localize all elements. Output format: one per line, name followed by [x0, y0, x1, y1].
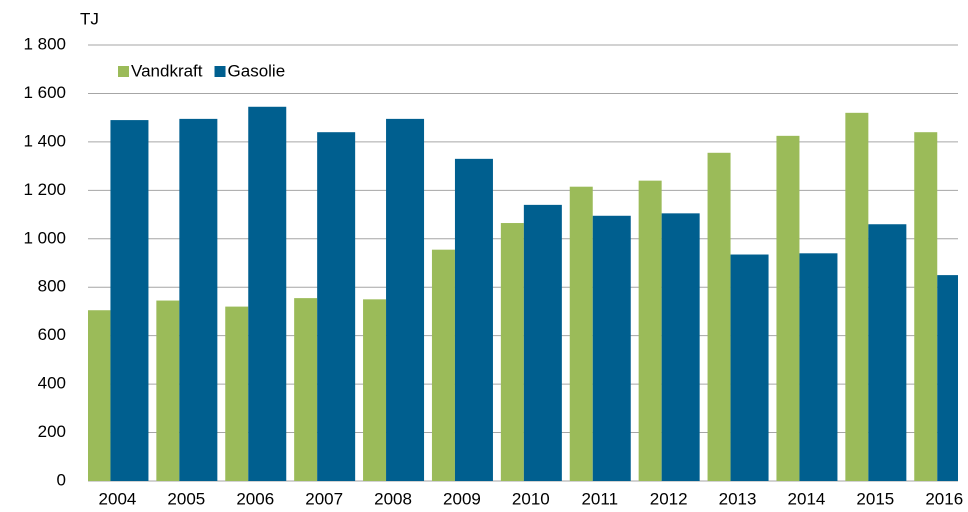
- bar: [500, 223, 524, 482]
- bar: [661, 213, 700, 481]
- labels: 0 200 400 600 800 1 000 1 200 1 400 1 600 1 800 20…: [23, 34, 963, 508]
- y-tick-label: 600: [38, 325, 66, 344]
- y-tick-label: 1 400: [23, 131, 66, 150]
- y-tick-label: 1 200: [23, 180, 66, 199]
- bar: [179, 118, 218, 481]
- x-tick-label: 2007: [305, 489, 343, 508]
- bar: [156, 300, 180, 481]
- x-tick-label: 2004: [99, 489, 137, 508]
- x-tick-label: 2015: [856, 489, 894, 508]
- bar: [88, 310, 111, 481]
- bar: [776, 135, 800, 482]
- y-tick-label: 1 600: [23, 83, 66, 102]
- x-tick-label: 2014: [788, 489, 826, 508]
- y-tick-label: 800: [38, 277, 66, 296]
- bar: [845, 112, 869, 482]
- legend-label: Vandkraft: [131, 61, 203, 80]
- legend-swatch: [118, 66, 129, 77]
- bar: [914, 132, 938, 481]
- x-tick-label: 2006: [236, 489, 274, 508]
- y-tick-label: 1 800: [23, 34, 66, 53]
- bar: [317, 132, 356, 481]
- legend-label: Gasolie: [228, 61, 286, 80]
- x-tick-label: 2005: [167, 489, 205, 508]
- x-tick-label: 2011: [581, 489, 618, 508]
- x-tick-label: 2009: [443, 489, 481, 508]
- bar: [638, 180, 662, 481]
- y-unit: TJ: [80, 9, 99, 28]
- bars: [88, 106, 958, 482]
- y-tick-label: 1 000: [23, 228, 66, 247]
- bar: [454, 158, 493, 481]
- bar: [523, 204, 562, 481]
- bar: [592, 215, 631, 481]
- x-tick-label: 2012: [650, 489, 688, 508]
- x-tick-label: 2008: [374, 489, 412, 508]
- x-tick-label: 2010: [512, 489, 550, 508]
- legend-swatch: [214, 66, 226, 77]
- bar: [248, 106, 287, 482]
- bar: [294, 298, 318, 481]
- bar: [937, 275, 958, 481]
- bar: [569, 186, 593, 481]
- bar: [363, 299, 387, 481]
- bar: [386, 118, 425, 481]
- bar: [431, 249, 455, 481]
- y-tick-label: 0: [57, 470, 66, 489]
- y-tick-label: 400: [38, 374, 66, 393]
- bar: [707, 152, 731, 482]
- bar: [110, 120, 149, 481]
- x-tick-label: 2013: [719, 489, 757, 508]
- bar: [730, 254, 769, 481]
- bar: [799, 253, 838, 481]
- y-tick-label: 200: [38, 422, 66, 441]
- bar: [225, 306, 249, 481]
- x-tick-label: 2016: [925, 489, 963, 508]
- bar: [868, 224, 907, 481]
